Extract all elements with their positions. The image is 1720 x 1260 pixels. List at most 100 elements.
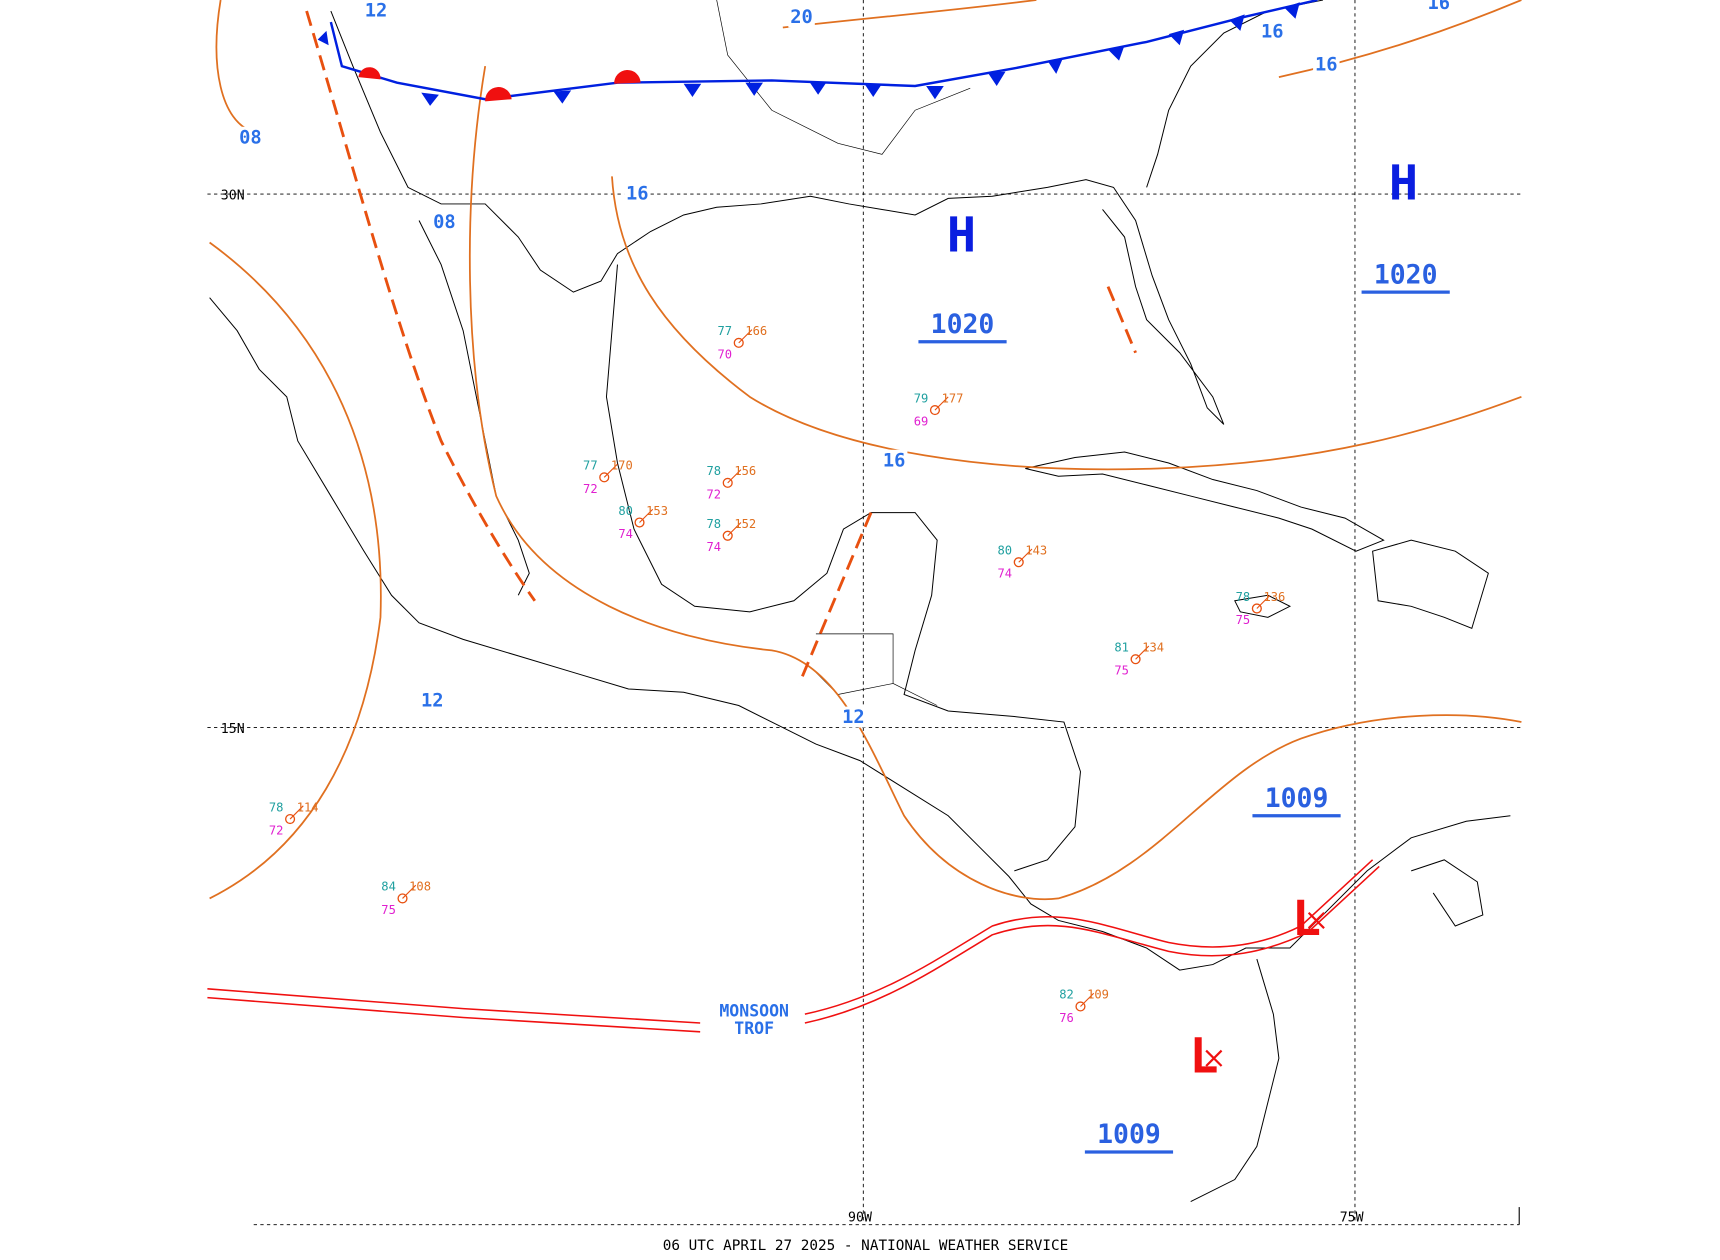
station-dew: 70	[718, 347, 733, 361]
wind-barb	[402, 884, 417, 899]
station-circle	[599, 472, 610, 483]
isobar-label-bg	[624, 182, 651, 204]
coastline	[605, 264, 1081, 872]
isobar-label: 20	[790, 7, 813, 28]
station-pressure: 152	[734, 517, 756, 531]
station-pressure: 108	[409, 880, 431, 894]
warm-front-symbol	[358, 67, 641, 102]
isobar-label: 16	[1427, 0, 1450, 14]
station-dew: 72	[583, 482, 598, 496]
station-temp: 80	[998, 543, 1013, 557]
station-dew: 69	[914, 415, 929, 429]
station-dew: 75	[1114, 664, 1129, 678]
station-dew: 76	[1059, 1011, 1074, 1025]
isobar-label: 08	[433, 212, 456, 233]
wind-barb	[727, 469, 742, 484]
low-pressure: 1009	[1265, 783, 1329, 814]
trough-line	[798, 512, 873, 685]
isobar-label-bg	[1425, 0, 1452, 14]
trough-line	[305, 10, 536, 602]
station-temp: 79	[914, 391, 929, 405]
station-pressure: 177	[942, 391, 964, 405]
grid-label: 90W	[848, 1210, 872, 1225]
isobar-label-bg	[419, 690, 446, 712]
station-pressure: 134	[1142, 640, 1164, 654]
station-temp: 78	[707, 464, 722, 478]
wind-barb	[1135, 645, 1150, 660]
coastlines	[209, 0, 1511, 1203]
station-circle	[722, 530, 733, 541]
grid-label: 30N	[221, 189, 245, 204]
station-temp: 80	[618, 504, 633, 518]
high-pressure: 1020	[931, 309, 995, 340]
isobar-label: 08	[239, 127, 262, 148]
monsoon-line	[207, 988, 701, 1024]
isobar-label-bg	[431, 211, 458, 233]
isobar-label: 12	[365, 1, 388, 22]
monsoon-label: MONSOON	[719, 1001, 789, 1020]
wind-barb	[1018, 548, 1033, 563]
high-pressure: 1020	[1374, 259, 1438, 290]
wind-barb	[934, 396, 949, 411]
wind-barb	[289, 805, 304, 820]
station-circle	[397, 893, 408, 904]
station-temp: 82	[1059, 988, 1074, 1002]
station-temp: 78	[1236, 590, 1251, 604]
isobar-label: 16	[883, 450, 906, 471]
monsoon-line	[207, 996, 701, 1033]
isobar-label: 16	[1261, 21, 1284, 42]
station-pressure: 143	[1025, 543, 1047, 557]
station-circle	[1013, 557, 1024, 568]
wind-barb	[727, 522, 742, 537]
station-dew: 75	[1236, 613, 1251, 627]
labels: 06 UTC APRIL 27 2025 - NATIONAL WEATHER …	[221, 0, 1452, 1254]
station-temp: 78	[269, 800, 284, 814]
station-temp: 81	[1114, 640, 1129, 654]
isobar-label-bg	[1313, 54, 1340, 75]
isobar	[611, 176, 1522, 471]
isobar-label-bg	[840, 706, 867, 728]
low-mark	[1307, 911, 1325, 929]
station-circle	[1075, 1001, 1086, 1012]
high-letter: H	[1389, 156, 1418, 212]
coastline	[1025, 451, 1385, 552]
low-mark	[1205, 1049, 1223, 1067]
isobar-label: 12	[421, 691, 444, 712]
isobar-label: 12	[842, 707, 865, 728]
grid-label: 75W	[1340, 1210, 1364, 1225]
coastline	[1234, 594, 1292, 618]
isobar	[215, 0, 254, 134]
station-temp: 84	[381, 880, 396, 894]
station-temp: 77	[718, 324, 733, 338]
isobar-label-bg	[788, 6, 815, 28]
station-pressure: 114	[297, 800, 319, 814]
station-temp: 78	[707, 517, 722, 531]
monsoon-line	[804, 865, 1380, 1024]
station-temp: 77	[583, 459, 598, 473]
station-dew: 74	[618, 527, 633, 541]
station-circle	[722, 477, 733, 488]
station-pressure: 156	[734, 464, 756, 478]
isobar-label: 16	[626, 184, 649, 205]
wind-barb	[1080, 992, 1095, 1007]
isobar	[209, 241, 382, 900]
low-pressure: 1009	[1097, 1119, 1161, 1150]
isobar-label-bg	[880, 449, 908, 471]
station-dew: 74	[707, 540, 722, 554]
wind-barb	[738, 329, 753, 344]
station-circle	[1251, 603, 1262, 614]
cold-front	[317, 0, 1318, 106]
coastline	[209, 297, 1511, 971]
grid-label: 15N	[221, 722, 245, 737]
isobar-label-bg	[1259, 20, 1286, 42]
monsoon-trough	[207, 859, 1380, 1033]
coastline	[1372, 539, 1489, 630]
isobar	[782, 0, 1037, 29]
isobar-label: 16	[1315, 55, 1338, 76]
isobar-label-bg	[237, 126, 264, 148]
station-pressure: 166	[745, 324, 767, 338]
station-circle	[733, 337, 744, 348]
station-pressure: 170	[611, 459, 633, 473]
